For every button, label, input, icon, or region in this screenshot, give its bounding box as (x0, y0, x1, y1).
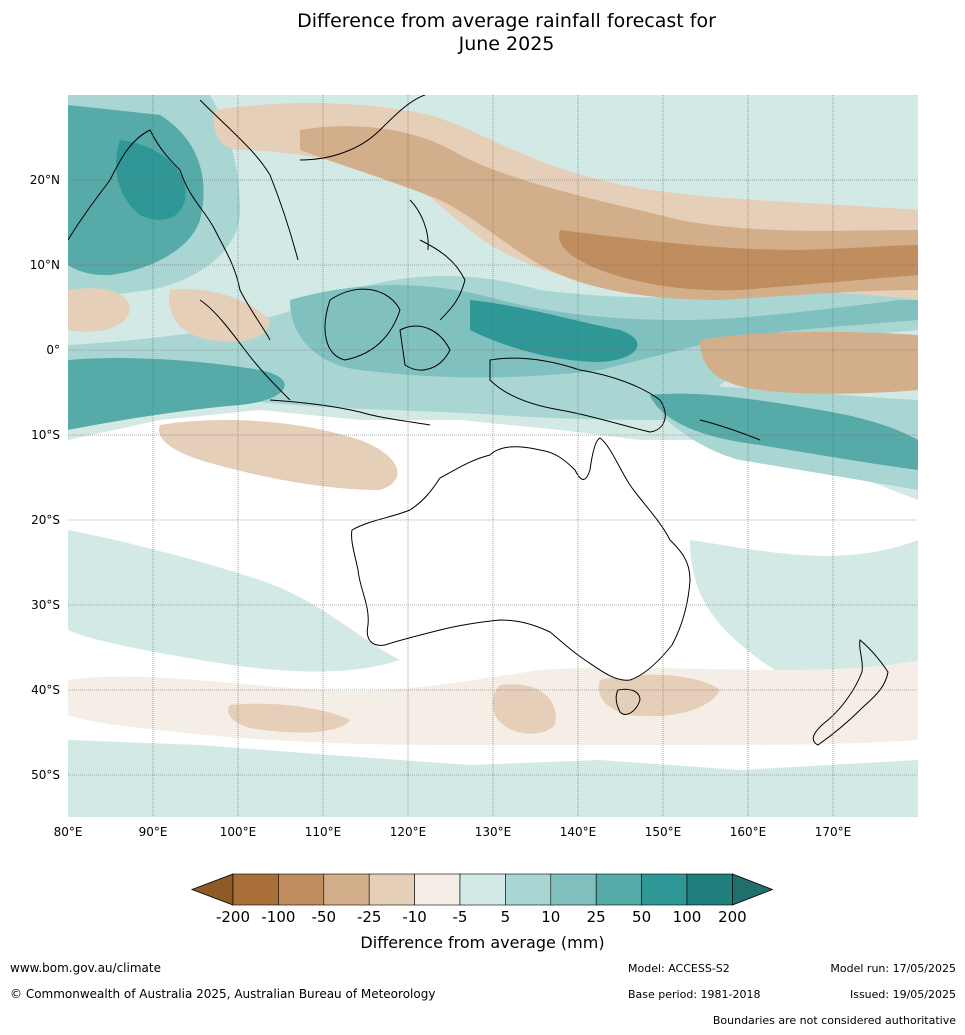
colorbar-tick-label: -5 (453, 908, 468, 926)
colorbar-swatch (414, 873, 461, 906)
lon-label: 110°E (305, 825, 342, 839)
colorbar-swatch (641, 873, 688, 906)
lon-label: 140°E (560, 825, 597, 839)
colorbar-swatch (459, 873, 506, 906)
dry-region-southern-ocean-mid (228, 703, 350, 733)
dry-region-pacific-core (559, 230, 918, 291)
graticule (68, 95, 918, 817)
dry-region-tasmania (598, 674, 720, 717)
lon-label: 150°E (645, 825, 682, 839)
colorbar-tick-label: 200 (718, 908, 747, 926)
title-line-2: June 2025 (458, 33, 555, 55)
colorbar-swatch (550, 873, 597, 906)
colorbar-tick-label: -50 (312, 908, 337, 926)
wet-region-indian-ocean-east (68, 358, 285, 430)
dry-region-equatorial-pacific (700, 331, 918, 394)
lat-label: 10°N (30, 258, 60, 272)
asia-coastlines (68, 95, 761, 441)
wet-region-core (470, 300, 638, 362)
australia-landmass (351, 437, 691, 681)
map-title: Difference from average rainfall forecas… (0, 10, 965, 56)
wet-region-png (650, 393, 918, 470)
lat-label: 0° (46, 343, 60, 357)
colorbar-high-extend (732, 873, 774, 906)
lon-label: 160°E (730, 825, 767, 839)
lon-label: 100°E (220, 825, 257, 839)
map-frame (68, 95, 918, 817)
wet-region-light-south (68, 740, 918, 817)
colorbar-tick-label: 100 (673, 908, 702, 926)
lat-label: 40°S (31, 683, 60, 697)
lon-label: 120°E (390, 825, 427, 839)
colorbar-swatch (505, 873, 552, 906)
title-line-1: Difference from average rainfall forecas… (297, 10, 716, 32)
copyright-text: © Commonwealth of Australia 2025, Austra… (10, 987, 436, 1001)
colorbar-tick-label: -100 (261, 908, 295, 926)
colorbar-tick-label: 25 (587, 908, 606, 926)
colorbar-low-extend (190, 873, 234, 906)
lat-label: 10°S (31, 428, 60, 442)
base-period-label: Base period: 1981-2018 (628, 988, 761, 1001)
colorbar-tick-label: -25 (357, 908, 382, 926)
lon-label: 130°E (475, 825, 512, 839)
dry-region-south-australia (492, 684, 556, 734)
lat-label: 30°S (31, 598, 60, 612)
colorbar-swatch (232, 873, 279, 906)
dry-region-indian-ocean-n (169, 289, 270, 342)
colorbar-swatch (686, 873, 733, 906)
lat-label: 50°S (31, 768, 60, 782)
model-run-label: Model run: 17/05/2025 (830, 962, 956, 975)
dry-region-west-indian (68, 288, 130, 332)
colorbar-tick-label: -10 (402, 908, 427, 926)
lat-label: 20°S (31, 513, 60, 527)
colorbar-tick-label: 5 (501, 908, 511, 926)
issued-label: Issued: 19/05/2025 (849, 988, 956, 1001)
colorbar: -200 -100 -50 -25 -10 -5 5 10 25 50 100 200 (190, 873, 774, 926)
disclaimer-text: Boundaries are not considered authoritat… (712, 1014, 956, 1027)
colorbar-title: Difference from average (mm) (360, 933, 605, 952)
wet-region-light-sw (68, 530, 400, 672)
dry-region-indian-ocean (159, 420, 398, 490)
longitude-labels: 80°E 90°E 100°E 110°E 120°E 130°E 140°E … (54, 825, 852, 839)
colorbar-swatch (595, 873, 642, 906)
lat-label: 20°N (30, 173, 60, 187)
tasmania-outline (615, 688, 641, 715)
colorbar-tick-label: 10 (541, 908, 560, 926)
colorbar-swatch (278, 873, 325, 906)
colorbar-swatch (323, 873, 370, 906)
colorbar-tick-label: 50 (632, 908, 651, 926)
model-label: Model: ACCESS-S2 (628, 962, 730, 975)
lon-label: 170°E (815, 825, 852, 839)
new-zealand-outline (812, 639, 889, 746)
latitude-labels: 20°N 10°N 0° 10°S 20°S 30°S 40°S 50°S (30, 173, 60, 782)
colorbar-swatch (368, 873, 415, 906)
colorbar-tick-label: -200 (216, 908, 250, 926)
lon-label: 80°E (54, 825, 83, 839)
lon-label: 90°E (139, 825, 168, 839)
website-link[interactable]: www.bom.gov.au/climate (10, 961, 161, 975)
